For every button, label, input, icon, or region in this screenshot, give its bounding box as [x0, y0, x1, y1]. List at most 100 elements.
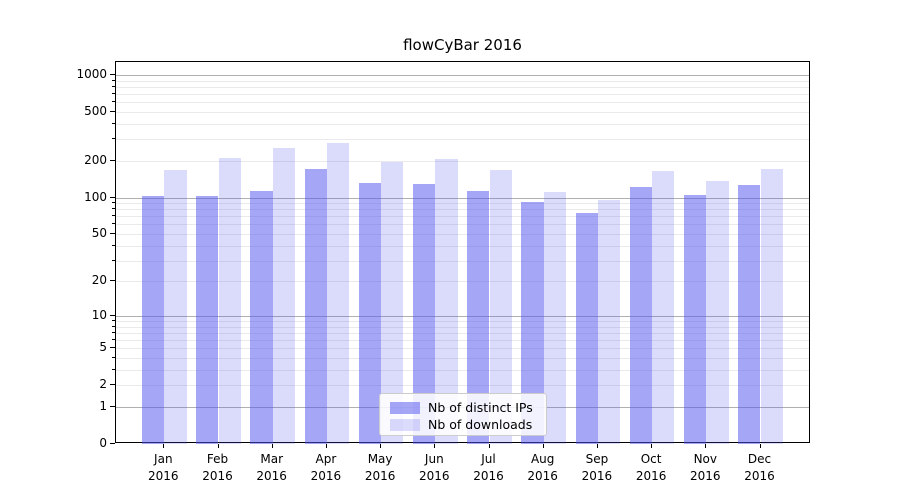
gridline-minor-50	[116, 234, 809, 235]
y-tick-label-5: 5	[99, 340, 107, 355]
y-minor-tick-800	[112, 85, 115, 87]
x-label-month: Apr	[315, 452, 337, 466]
y-tick-label-500: 500	[84, 103, 107, 118]
y-tick-label-1000: 1000	[76, 66, 107, 81]
y-tick-label-50: 50	[91, 226, 107, 240]
x-tick-jun	[434, 444, 436, 448]
x-label-year: 2016	[364, 469, 396, 483]
x-tick-oct	[651, 444, 653, 448]
bar-jun-distinct-ips	[412, 183, 436, 444]
legend-swatch-downloads	[390, 418, 420, 431]
x-tick-label-sep: Sep 2016	[567, 451, 627, 485]
plot-area: Nb of distinct IPs Nb of downloads	[115, 61, 810, 444]
y-tick-1000	[110, 73, 115, 75]
x-tick-dec	[759, 444, 761, 448]
gridline-minor-7	[116, 332, 809, 334]
bar-aug-downloads	[543, 191, 567, 444]
y-tick-200	[110, 159, 115, 161]
gridline-minor-3	[116, 369, 809, 371]
x-tick-apr	[325, 444, 327, 448]
x-label-month: Oct	[640, 452, 662, 466]
x-tick-label-feb: Feb 2016	[188, 451, 248, 485]
y-tick-label-1: 1	[99, 399, 107, 413]
gridline-minor-200	[116, 160, 809, 162]
y-tick-20	[110, 280, 115, 282]
y-tick-2	[110, 384, 115, 386]
x-label-month: Mar	[260, 452, 283, 466]
gridline-minor-6	[116, 340, 809, 342]
x-tick-label-jun: Jun 2016	[404, 451, 464, 485]
y-minor-tick-7	[112, 331, 115, 333]
bar-jan-distinct-ips	[141, 195, 165, 444]
x-tick-may	[380, 444, 382, 448]
gridline-minor-70	[116, 216, 809, 218]
x-label-year: 2016	[473, 469, 504, 483]
bar-jul-downloads	[489, 170, 512, 444]
gridline-minor-900	[116, 80, 809, 82]
gridline-minor-4	[116, 358, 809, 359]
x-label-month: Dec	[747, 452, 772, 466]
gridline-minor-40	[116, 245, 809, 247]
bar-jun-downloads	[435, 158, 458, 444]
x-label-month: Aug	[530, 452, 555, 466]
x-label-month: May	[367, 452, 393, 466]
gridline-minor-500	[116, 111, 809, 113]
gridline-major-10	[116, 315, 809, 317]
gridline-minor-600	[116, 102, 809, 104]
y-tick-label-200: 200	[84, 152, 107, 167]
bar-feb-distinct-ips	[196, 195, 219, 444]
x-label-month: Feb	[206, 452, 229, 466]
x-tick-label-nov: Nov 2016	[675, 451, 735, 485]
y-minor-tick-600	[112, 101, 115, 103]
bar-dec-distinct-ips	[738, 184, 761, 444]
x-label-month: Sep	[585, 452, 609, 466]
x-label-month: Jun	[424, 452, 444, 466]
bar-nov-distinct-ips	[683, 195, 707, 444]
gridline-minor-9	[116, 321, 809, 322]
y-minor-tick-90	[112, 202, 115, 203]
y-minor-tick-9	[112, 320, 115, 321]
legend-label-distinct-ips: Nb of distinct IPs	[428, 400, 533, 415]
gridline-major-100	[116, 197, 809, 199]
x-label-year: 2016	[635, 469, 667, 483]
y-tick-1	[110, 406, 115, 407]
bar-may-downloads	[381, 162, 404, 444]
x-label-year: 2016	[256, 469, 287, 483]
gridline-minor-2	[116, 385, 809, 387]
bar-jul-distinct-ips	[467, 191, 490, 444]
gridline-minor-20	[116, 281, 809, 283]
x-tick-label-mar: Mar 2016	[242, 451, 302, 485]
y-minor-tick-3	[112, 368, 115, 370]
y-tick-label-20: 20	[91, 273, 107, 288]
x-label-year: 2016	[148, 469, 179, 483]
x-tick-label-jul: Jul 2016	[459, 451, 519, 485]
x-tick-mar	[271, 444, 273, 448]
y-tick-label-100: 100	[84, 189, 107, 204]
bar-mar-downloads	[272, 147, 296, 444]
x-label-year: 2016	[310, 469, 342, 483]
x-tick-sep	[596, 444, 598, 448]
x-tick-label-may: May 2016	[350, 451, 410, 485]
y-tick-100	[110, 196, 115, 198]
bar-sep-distinct-ips	[575, 213, 598, 444]
gridline-minor-8	[116, 326, 809, 328]
gridline-minor-60	[116, 224, 809, 226]
bar-oct-distinct-ips	[629, 186, 653, 444]
gridline-minor-700	[116, 94, 809, 95]
legend-label-downloads: Nb of downloads	[428, 417, 533, 432]
bar-apr-distinct-ips	[304, 168, 327, 444]
y-minor-tick-700	[112, 93, 115, 94]
x-tick-label-jan: Jan 2016	[133, 451, 193, 485]
x-tick-label-dec: Dec 2016	[730, 451, 790, 485]
x-label-month: Jan	[154, 452, 173, 466]
y-minor-tick-4	[112, 357, 115, 358]
x-label-year: 2016	[419, 469, 450, 483]
bar-may-distinct-ips	[358, 182, 382, 444]
x-label-month: Jul	[481, 452, 496, 466]
gridline-major-1000	[116, 74, 809, 76]
y-minor-tick-300	[112, 138, 115, 140]
bar-dec-downloads	[760, 169, 783, 444]
x-tick-label-apr: Apr 2016	[296, 451, 356, 485]
y-minor-tick-8	[112, 325, 115, 327]
